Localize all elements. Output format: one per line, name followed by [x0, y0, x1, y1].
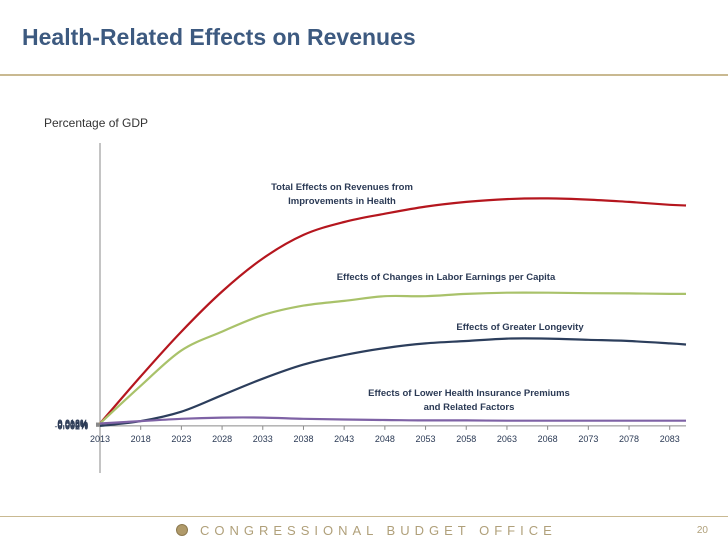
- x-tick-label: 2058: [456, 434, 476, 444]
- series-line-1: [99, 291, 686, 425]
- y-tick-label: 0.008%: [57, 419, 88, 429]
- annotation-labor-earnings: Effects of Changes in Labor Earnings per…: [337, 272, 556, 283]
- page-number: 20: [696, 525, 708, 536]
- x-tick-label: 2068: [538, 434, 558, 444]
- y-tick-label: 0.012%: [57, 418, 88, 428]
- x-tick-label: 2063: [497, 434, 517, 444]
- y-tick-label: 0.000%: [57, 421, 88, 431]
- x-tick-label: 2083: [660, 434, 680, 444]
- x-tick-label: 2078: [619, 434, 639, 444]
- annotation-insurance-premiums-line-1: Effects of Lower Health Insurance Premiu…: [368, 388, 570, 399]
- page-title: Health-Related Effects on Revenues: [22, 24, 416, 50]
- y-tick-label: 0.010%: [57, 419, 88, 429]
- annotation-total-effects-line-1: Total Effects on Revenues from: [271, 182, 413, 193]
- x-tick-label: 2033: [253, 434, 273, 444]
- x-tick-label: 2043: [334, 434, 354, 444]
- cbo-seal-icon: [176, 524, 188, 536]
- x-tick-label: 2048: [375, 434, 395, 444]
- x-tick-label: 2073: [578, 434, 598, 444]
- footer-divider: [0, 516, 728, 517]
- annotation-total-effects-line-2: Improvements in Health: [288, 196, 396, 207]
- y-axis-label: Percentage of GDP: [44, 116, 148, 130]
- x-tick-label: 2013: [90, 434, 110, 444]
- x-tick-label: 2023: [171, 434, 191, 444]
- x-tick-label: 2018: [131, 434, 151, 444]
- series-line-2: [99, 337, 687, 427]
- annotation-greater-longevity: Effects of Greater Longevity: [456, 322, 584, 333]
- annotation-insurance-premiums-line-2: and Related Factors: [424, 402, 515, 413]
- x-tick-label: 2053: [416, 434, 436, 444]
- y-tick-label: 0.002%: [57, 420, 88, 430]
- series-line-0: [99, 197, 687, 425]
- title-divider: [0, 74, 728, 76]
- x-tick-label: 2038: [293, 434, 313, 444]
- y-tick-label: -0.002%: [54, 421, 88, 431]
- footer-org-name: CONGRESSIONAL BUDGET OFFICE: [200, 523, 557, 538]
- x-tick-label: 2028: [212, 434, 232, 444]
- y-tick-label: 0.004%: [57, 420, 88, 430]
- series-line-3: [99, 416, 686, 425]
- y-tick-label: 0.006%: [57, 419, 88, 429]
